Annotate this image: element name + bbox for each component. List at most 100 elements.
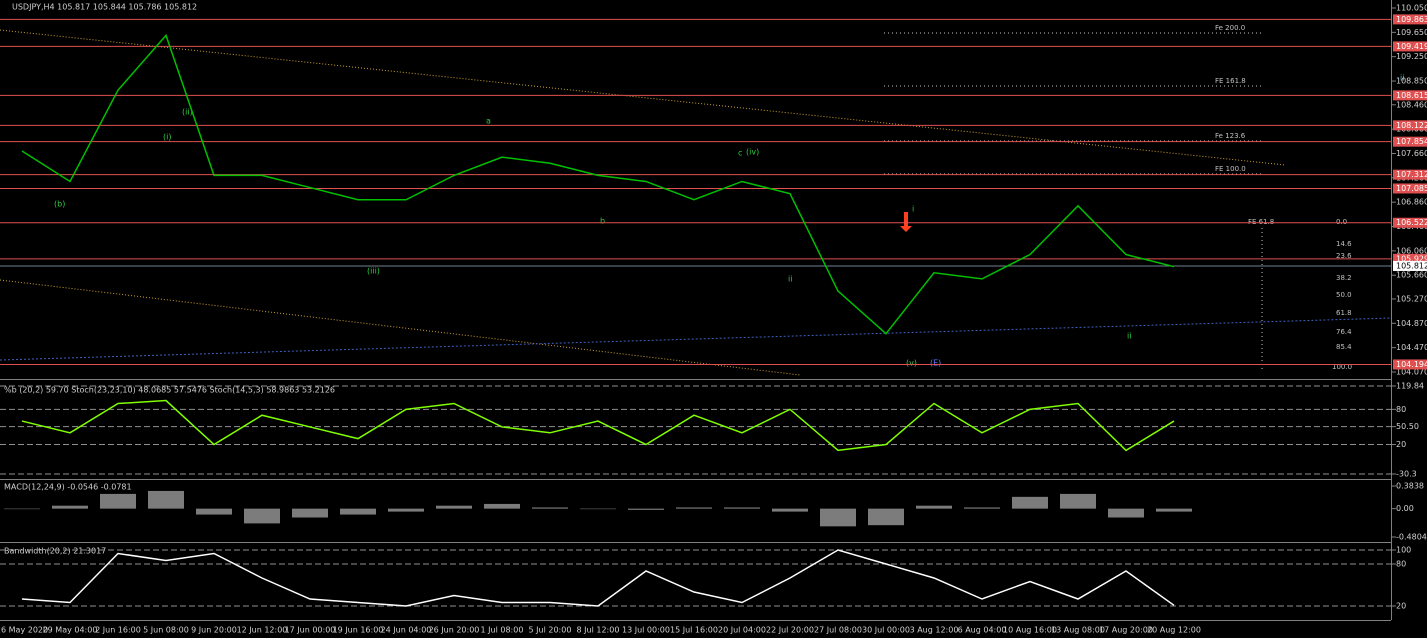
panel-title: Bandwidth(20,2) 21.3017: [4, 547, 106, 556]
fib-label: Fe 123.6: [1215, 132, 1246, 140]
y-tick-label: 108.460: [1396, 100, 1427, 109]
bar: [724, 507, 760, 509]
x-tick-label: 27 Jul 08:00: [814, 626, 862, 635]
current-price-box: [1393, 260, 1427, 271]
bar: [292, 508, 328, 518]
x-tick-label: 8 Jul 12:00: [577, 626, 620, 635]
y-tick-label: 108.850: [1396, 77, 1427, 86]
panel-frames: [0, 0, 1392, 621]
bar: [868, 508, 904, 526]
bar: [52, 505, 88, 509]
x-tick-label: 17 Jun 00:00: [285, 626, 336, 635]
bar: [196, 508, 232, 515]
level-label: 104.194: [1396, 360, 1427, 369]
fib-label: 76.4: [1336, 328, 1352, 336]
x-tick-label: 12 Jun 12:00: [237, 626, 288, 635]
fib-label: 50.0: [1336, 291, 1352, 299]
arrow: [900, 212, 912, 232]
bar: [436, 505, 472, 509]
x-tick-label: 13 Jul 00:00: [622, 626, 670, 635]
level-label-box: [1393, 41, 1427, 52]
level-label-box: [1393, 183, 1427, 194]
y-tick-label: -0.4804: [1396, 533, 1427, 542]
wave-label: (i): [163, 133, 171, 142]
line-series: [21, 549, 1175, 607]
level-label-box: [1393, 359, 1427, 370]
y-tick-label: -30.3: [1396, 470, 1417, 479]
fib-label: FE 100.0: [1215, 165, 1246, 173]
fib-label: 23.6: [1336, 252, 1352, 260]
wave-label: ii: [788, 275, 792, 284]
wave-label: c: [738, 149, 742, 158]
panel-title: MACD(12,24,9) -0.0546 -0.0781: [4, 483, 132, 492]
bar: [148, 490, 184, 509]
bar: [532, 507, 568, 509]
fib-label: FE 161.8: [1215, 77, 1246, 85]
wave-label: (ii): [182, 108, 193, 117]
wave-label: ii: [1400, 74, 1404, 83]
level-label: 108.615: [1396, 91, 1427, 100]
y-tick-label: 110.050: [1396, 4, 1427, 13]
level-label: 107.085: [1396, 184, 1427, 193]
trend-line: [0, 279, 801, 376]
x-tick-label: 20 Jul 04:00: [718, 626, 766, 635]
level-label-box: [1393, 169, 1427, 180]
x-tick-label: 2 Jun 16:00: [95, 626, 141, 635]
y-tick-label: 105.270: [1396, 294, 1427, 303]
x-tick-label: 6 Aug 04:00: [958, 626, 1007, 635]
x-tick-label: 26 Jun 20:00: [429, 626, 480, 635]
level-label-box: [1393, 253, 1427, 264]
fib-label: FE 61.8: [1248, 218, 1274, 226]
wave-label: (v): [906, 359, 917, 368]
fib-label: 14.6: [1336, 240, 1352, 248]
level-label: 107.854: [1396, 137, 1427, 146]
x-tick-label: 3 Aug 12:00: [910, 626, 959, 635]
y-tick-label: 20: [1396, 440, 1406, 449]
panel-title: %b (20,2) 59.70 Stoch(23,23,10) 48.0685 …: [4, 386, 335, 395]
bar: [484, 503, 520, 509]
wave-label: b: [600, 217, 605, 226]
line-series: [21, 33, 1175, 335]
x-tick-label: 5 Jul 20:00: [529, 626, 572, 635]
fib-label: 100.0: [1332, 363, 1352, 371]
bar: [100, 493, 136, 509]
level-label: 108.122: [1396, 121, 1427, 130]
level-label: 105.929: [1396, 254, 1427, 263]
wave-label: i: [912, 205, 914, 214]
bar: [1012, 496, 1048, 509]
x-tick-label: 20 Aug 12:00: [1147, 626, 1201, 635]
x-tick-label: 9 Jun 20:00: [191, 626, 237, 635]
wave-label: (E): [930, 359, 941, 368]
x-tick-label: 17 Aug 20:00: [1099, 626, 1153, 635]
bar: [628, 508, 664, 510]
y-tick-label: 80: [1396, 405, 1406, 414]
x-tick-label: 13 Aug 08:00: [1051, 626, 1105, 635]
bar: [1108, 508, 1144, 518]
level-label: 109.863: [1396, 15, 1427, 24]
bar: [772, 508, 808, 512]
y-tick-label: 20: [1396, 602, 1406, 611]
bar: [4, 508, 40, 510]
current-price-label: 105.812: [1396, 261, 1427, 270]
fib-label: Fe 200.0: [1215, 24, 1245, 32]
y-tick-label: 109.650: [1396, 28, 1427, 37]
y-tick-label: 106.860: [1396, 198, 1427, 207]
bar: [388, 508, 424, 512]
y-tick-label: 109.250: [1396, 52, 1427, 61]
x-tick-label: 1 Jul 08:00: [481, 626, 524, 635]
bar: [964, 507, 1000, 509]
fib-lines: [884, 32, 1263, 370]
level-label-box: [1393, 217, 1427, 228]
bar: [820, 508, 856, 527]
fib-label: 38.2: [1336, 274, 1352, 282]
fib-label: 0.0: [1336, 218, 1347, 226]
y-tick-label: 0.3838: [1396, 482, 1424, 491]
wave-label: ii: [1127, 332, 1131, 341]
level-label-box: [1393, 136, 1427, 147]
level-label-box: [1393, 120, 1427, 131]
x-tick-label: 22 Jul 20:00: [766, 626, 814, 635]
level-label: 106.522: [1396, 218, 1427, 227]
y-tick-label: 104.070: [1396, 368, 1427, 377]
